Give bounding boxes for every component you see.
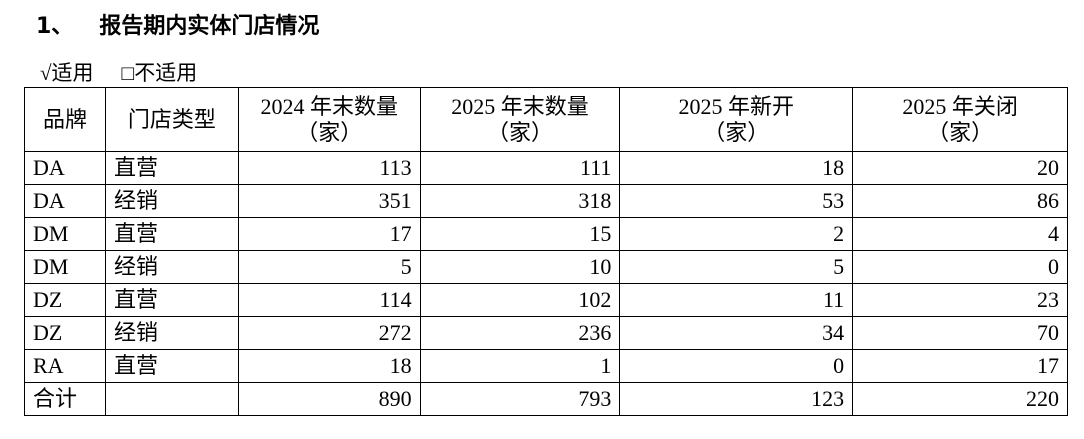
table-cell: RA	[24, 349, 106, 383]
table-cell: 351	[237, 184, 421, 218]
table-row: DA 直营 113 111 18 20	[24, 151, 1068, 185]
table-body: DA 直营 113 111 18 20 DA 经销 351 318 53 86 DM 直营 17 15 2 4 DM…	[24, 151, 1068, 416]
table-cell: 70	[852, 316, 1068, 350]
table-cell: 318	[419, 184, 621, 218]
column-header-text: 门店类型	[127, 106, 216, 132]
column-header-text: 2024 年末数量（家）	[260, 93, 398, 145]
column-header: 2024 年末数量（家）	[237, 87, 421, 152]
table-row: DM 直营 17 15 2 4	[24, 217, 1068, 251]
table-row: RA 直营 18 1 0 17	[24, 349, 1068, 383]
table-cell: 10	[419, 250, 621, 284]
table-cell: 272	[237, 316, 421, 350]
table-cell: 直营	[104, 283, 239, 317]
heading-title: 报告期内实体门店情况	[99, 14, 320, 39]
table-cell: 1	[419, 349, 621, 383]
table-cell: 236	[419, 316, 621, 350]
column-header: 2025 年新开（家）	[619, 87, 854, 152]
table-cell: 经销	[104, 250, 239, 284]
table-cell: 20	[852, 151, 1068, 185]
table-cell: DM	[24, 250, 106, 284]
table-cell: 0	[619, 349, 854, 383]
table-row: DZ 直营 114 102 11 23	[24, 283, 1068, 317]
table-cell: DM	[24, 217, 106, 251]
heading-number: 1、	[36, 14, 74, 39]
table-cell: 5	[237, 250, 421, 284]
store-table: 品牌 门店类型 2024 年末数量（家） 2025 年末数量（家） 2025 年新开（家…	[24, 87, 1068, 416]
table-cell: 17	[852, 349, 1068, 383]
table-cell: DA	[24, 151, 106, 185]
table-cell: 111	[419, 151, 621, 185]
table-cell: 4	[852, 217, 1068, 251]
table-row: DZ 经销 272 236 34 70	[24, 316, 1068, 350]
table-cell: 15	[419, 217, 621, 251]
applicable: √适用	[40, 61, 94, 85]
table-cell: 17	[237, 217, 421, 251]
table-cell: 113	[237, 151, 421, 185]
table-row: DM 经销 5 10 5 0	[24, 250, 1068, 284]
table-row: DA 经销 351 318 53 86	[24, 184, 1068, 218]
table-cell: 123	[619, 382, 854, 416]
column-header: 2025 年关闭（家）	[852, 87, 1068, 152]
column-header-text: 2025 年关闭（家）	[902, 93, 1018, 145]
column-header: 门店类型	[104, 87, 239, 152]
column-header: 品牌	[24, 87, 106, 152]
table-cell: 经销	[104, 316, 239, 350]
column-header-text: 2025 年末数量（家）	[451, 93, 589, 145]
table-cell: 0	[852, 250, 1068, 284]
not-applicable: □不适用	[121, 61, 198, 85]
table-cell: 11	[619, 283, 854, 317]
table-cell: 18	[237, 349, 421, 383]
table-cell: 890	[237, 382, 421, 416]
table-cell: 合计	[24, 382, 106, 416]
heading: 1、 报告期内实体门店情况	[36, 8, 345, 40]
header-row: 品牌 门店类型 2024 年末数量（家） 2025 年末数量（家） 2025 年新开（家…	[24, 87, 1068, 152]
table-cell: 18	[619, 151, 854, 185]
column-header-text: 2025 年新开（家）	[678, 93, 795, 145]
table-cell: 102	[419, 283, 621, 317]
table-cell: 220	[852, 382, 1068, 416]
column-header-text: 品牌	[42, 106, 87, 132]
column-header: 2025 年末数量（家）	[419, 87, 621, 152]
table-cell: DA	[24, 184, 106, 218]
table-cell: 53	[619, 184, 854, 218]
table-cell: 直营	[104, 217, 239, 251]
table-cell: DZ	[24, 283, 106, 317]
table-cell: 114	[237, 283, 421, 317]
table-cell: 直营	[104, 151, 239, 185]
table-cell: DZ	[24, 316, 106, 350]
table-cell: 5	[619, 250, 854, 284]
table-row: 合计 890 793 123 220	[24, 382, 1068, 416]
table-cell: 86	[852, 184, 1068, 218]
table-cell: 直营	[104, 349, 239, 383]
table-cell: 34	[619, 316, 854, 350]
table-cell	[104, 382, 239, 416]
table-cell: 经销	[104, 184, 239, 218]
table-cell: 23	[852, 283, 1068, 317]
table-cell: 2	[619, 217, 854, 251]
applicability: √适用 □不适用	[40, 57, 225, 87]
table-cell: 793	[419, 382, 621, 416]
